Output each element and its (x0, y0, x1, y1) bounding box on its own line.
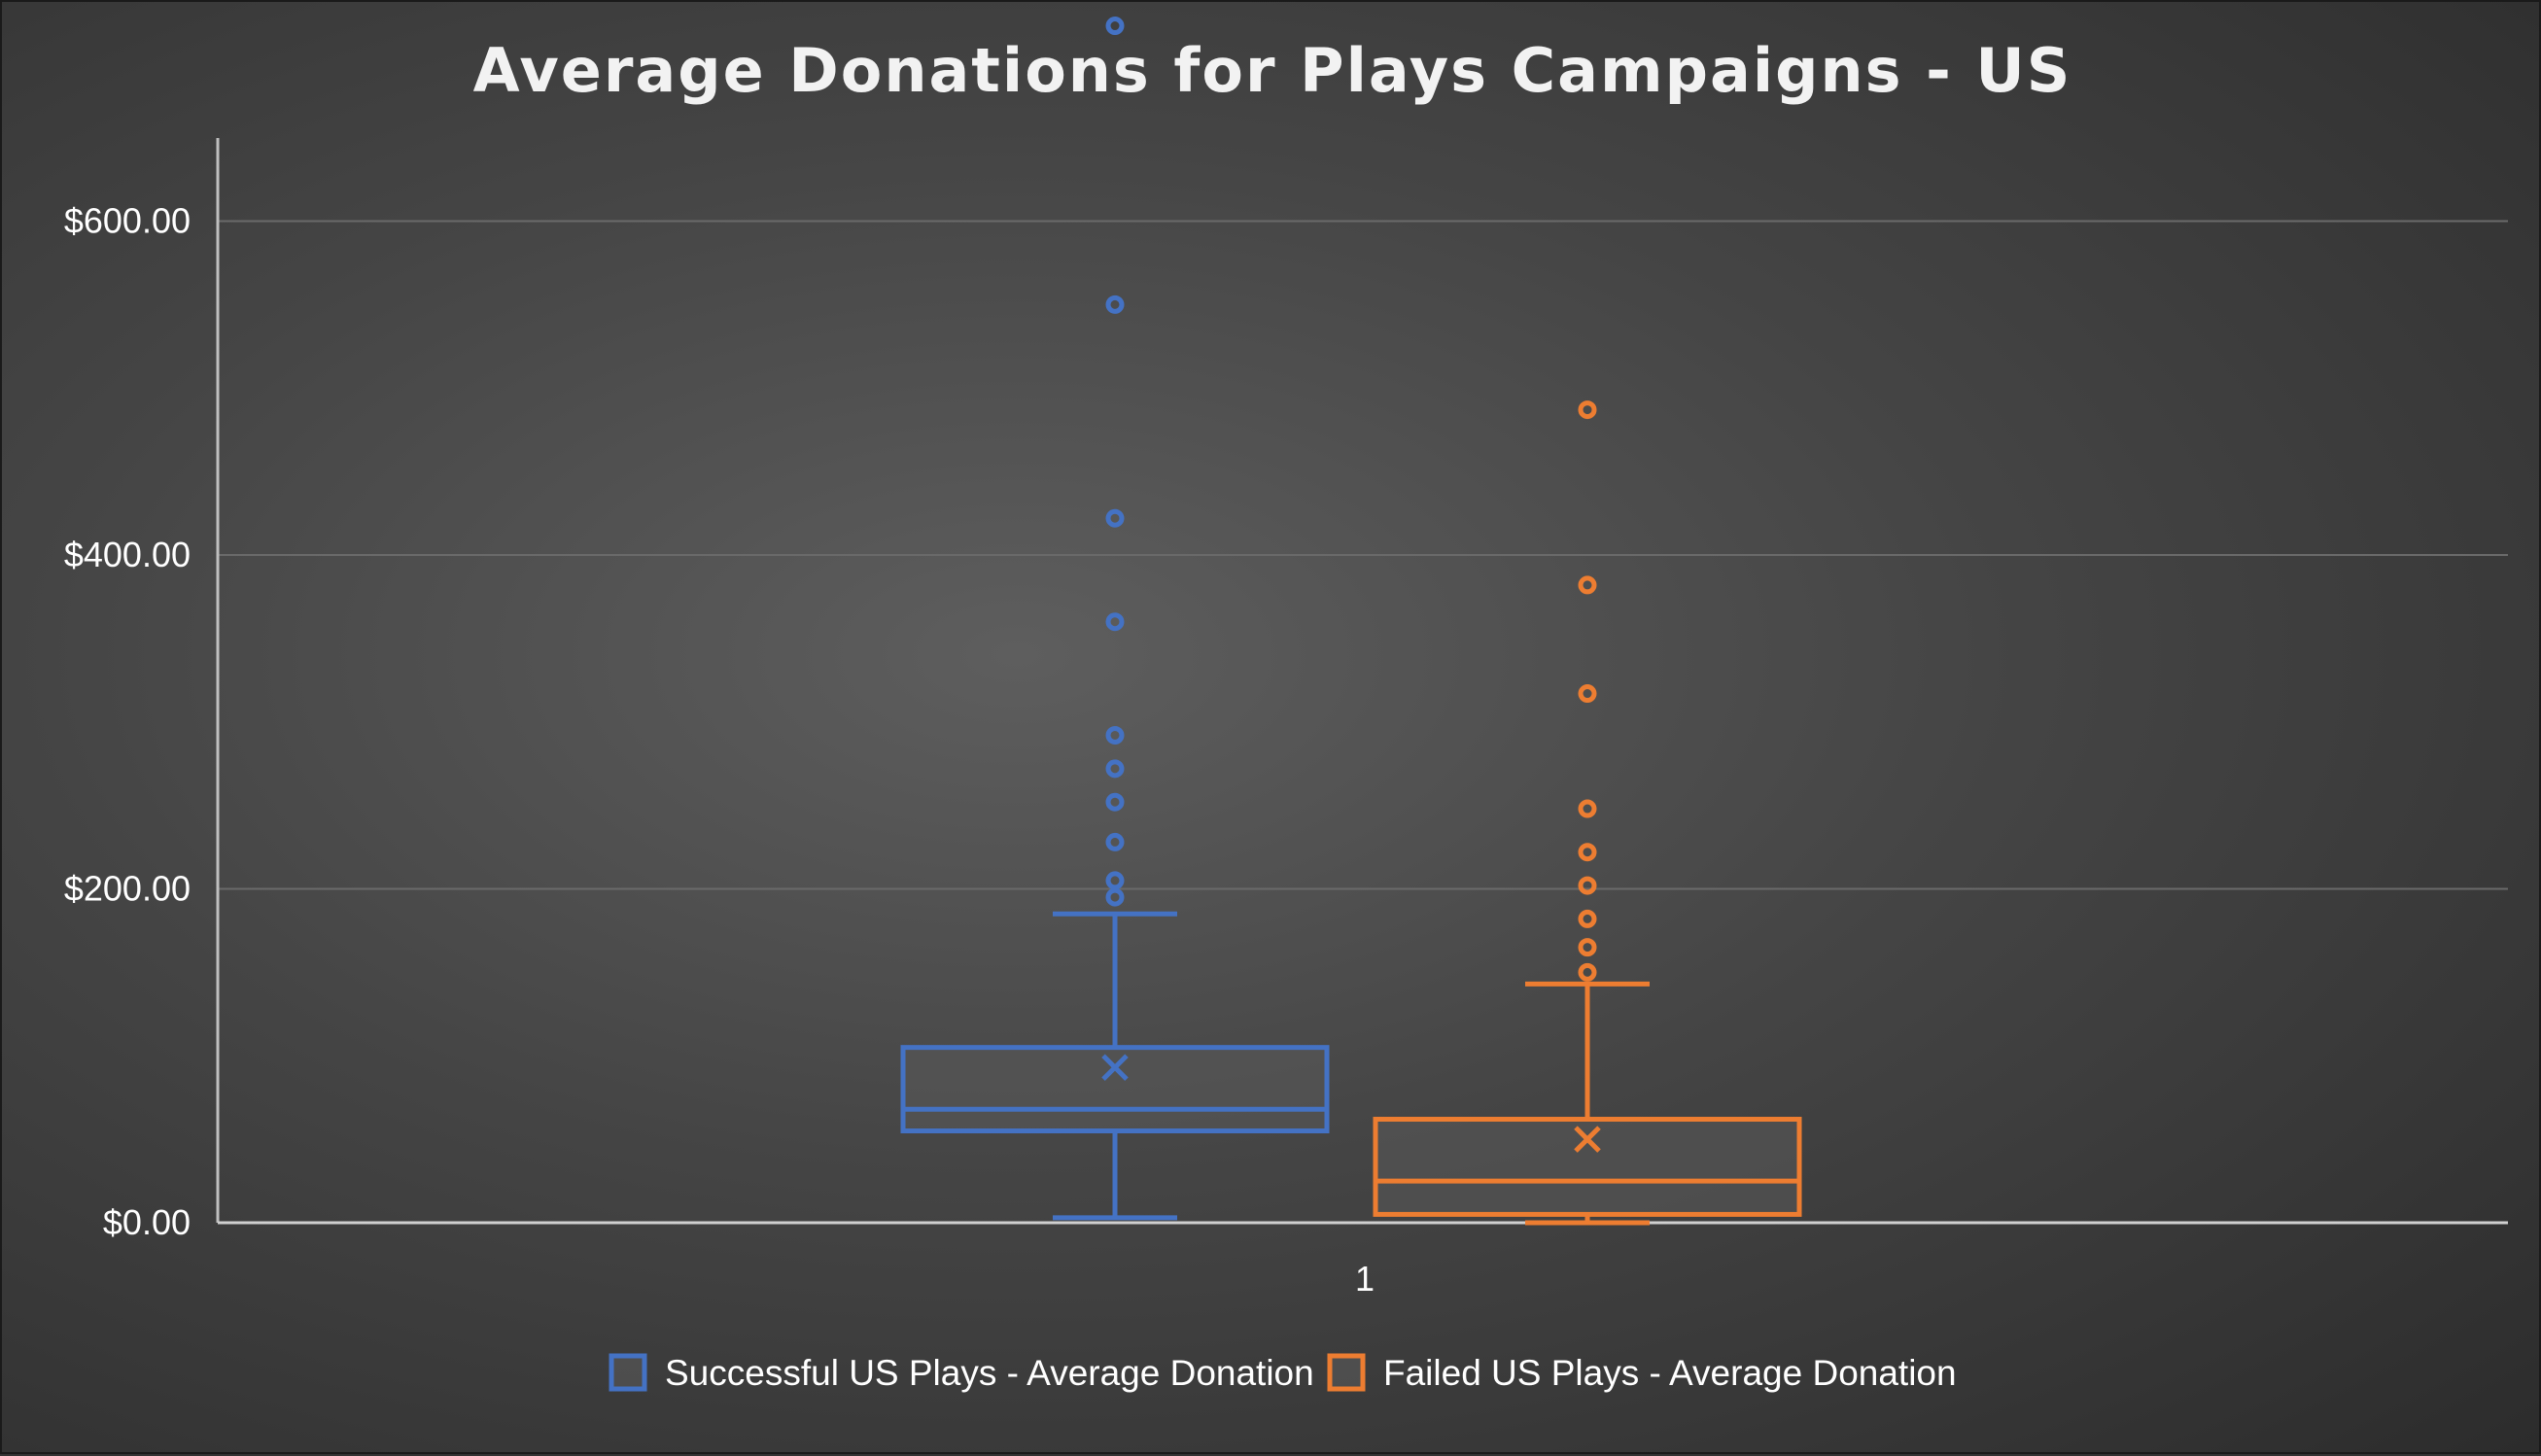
outlier-point (1105, 792, 1125, 812)
legend-label-2: Failed US Plays - Average Donation (1383, 1353, 1957, 1393)
outlier-point (1105, 725, 1125, 745)
grid-lines (218, 220, 2508, 890)
outlier-point (1578, 876, 1597, 895)
y-tick-label: $400.00 (64, 535, 191, 574)
outlier-point (1578, 575, 1597, 595)
mean-marker (1101, 1054, 1129, 1082)
outlier-point (1578, 962, 1597, 982)
outlier-point (1105, 612, 1125, 632)
legend-swatch-2 (1327, 1353, 1366, 1392)
outlier-point (1105, 508, 1125, 528)
outlier-point (1105, 832, 1125, 851)
outlier-point (1105, 871, 1125, 890)
outlier-point (1578, 843, 1597, 862)
legend-swatch-1 (609, 1353, 647, 1392)
outlier-point (1578, 400, 1597, 420)
legend-label-1: Successful US Plays - Average Donation (665, 1353, 1314, 1393)
outlier-point (1105, 887, 1125, 907)
y-tick-label: $200.00 (64, 869, 191, 909)
legend: Successful US Plays - Average Donation Fa… (609, 1353, 1957, 1393)
mean-marker (1574, 1126, 1601, 1153)
outlier-point (1578, 938, 1597, 957)
chart-title: Average Donations for Plays Campaigns - … (473, 35, 2072, 106)
box-series-2 (1373, 400, 1802, 1226)
y-tick-label: $600.00 (64, 201, 191, 241)
outlier-point (1105, 295, 1125, 314)
axes: $0.00$200.00$400.00$600.00$800.00$1,000.… (64, 138, 2508, 1299)
iqr-box (1373, 1117, 1802, 1217)
y-tick-label: $0.00 (103, 1202, 191, 1242)
outlier-point (1578, 799, 1597, 818)
outlier-point (1105, 17, 1125, 36)
x-category-label: 1 (1355, 1259, 1375, 1299)
series-layer (900, 17, 1802, 1226)
outlier-point (1578, 909, 1597, 928)
box-series-1 (900, 17, 1330, 1221)
outlier-point (1578, 684, 1597, 704)
iqr-box (900, 1045, 1330, 1134)
outlier-point (1105, 759, 1125, 779)
